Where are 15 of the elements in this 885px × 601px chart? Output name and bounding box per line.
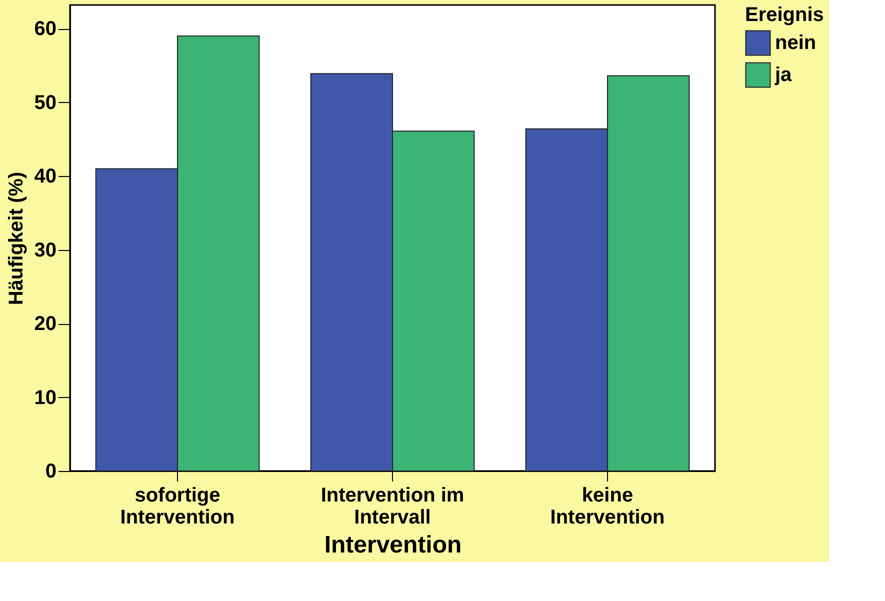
y-tick-label: 40 (34, 166, 56, 188)
y-tick-label: 0 (45, 460, 56, 482)
legend-label: ja (774, 64, 793, 86)
y-tick-label: 60 (34, 18, 56, 40)
y-tick-label: 20 (34, 313, 56, 336)
x-tick-label: keine Intervention (550, 484, 665, 528)
x-axis-title: Intervention (324, 532, 462, 558)
y-tick-label: 50 (34, 92, 56, 114)
x-tick-label: sofortige Intervention (120, 484, 235, 528)
legend-label: nein (775, 32, 816, 54)
x-tick-label: Intervention im Intervall (320, 484, 464, 528)
y-tick-label: 10 (34, 386, 56, 409)
y-axis-title: Häufigkeit (%) (5, 172, 28, 306)
legend-title: Ereignis (745, 4, 824, 26)
y-tick-label: 30 (34, 239, 56, 262)
